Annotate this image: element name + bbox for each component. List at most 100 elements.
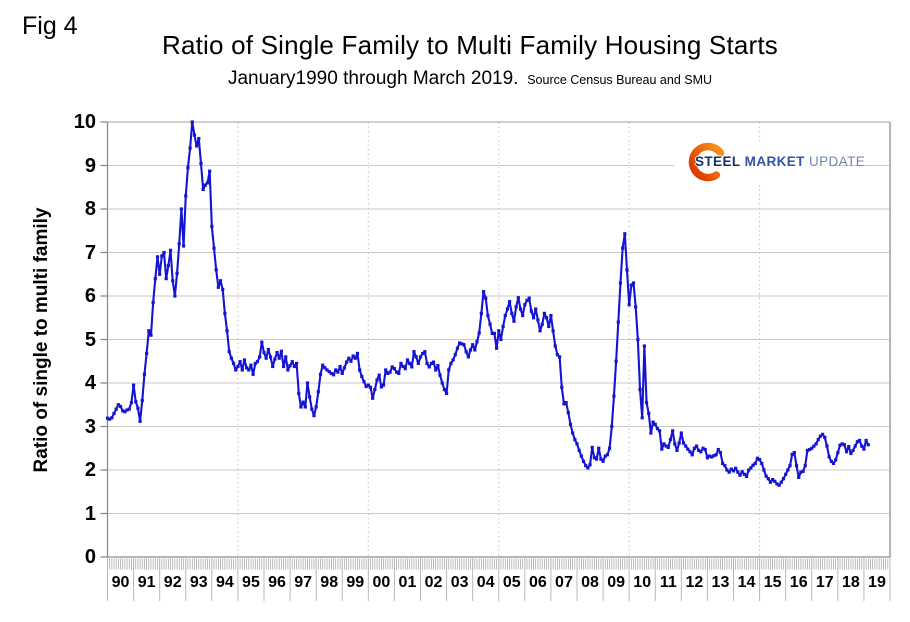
data-point-marker bbox=[216, 285, 220, 289]
data-point-marker bbox=[516, 296, 520, 300]
data-point-marker bbox=[529, 309, 533, 313]
data-point-marker bbox=[134, 400, 138, 404]
data-point-marker bbox=[610, 424, 614, 429]
data-point-marker bbox=[827, 455, 831, 459]
x-tick-label-93: 93 bbox=[189, 574, 208, 591]
data-point-marker bbox=[786, 468, 790, 472]
data-point-marker bbox=[327, 370, 331, 374]
data-point-marker bbox=[660, 447, 664, 451]
data-point-marker bbox=[201, 187, 205, 192]
x-tick-label-98: 98 bbox=[320, 574, 339, 591]
data-point-marker bbox=[242, 358, 247, 362]
data-point-marker bbox=[381, 383, 386, 387]
data-point-marker bbox=[649, 431, 653, 435]
data-point-marker bbox=[666, 445, 670, 449]
data-point-marker bbox=[797, 475, 801, 479]
data-point-marker bbox=[503, 313, 507, 318]
data-point-marker bbox=[525, 298, 529, 302]
y-tick-label-5: 5 bbox=[84, 328, 96, 351]
data-point-marker bbox=[542, 311, 546, 315]
data-point-marker bbox=[788, 464, 792, 468]
data-point-marker bbox=[497, 329, 501, 333]
data-point-marker bbox=[697, 448, 701, 453]
data-point-marker bbox=[455, 346, 460, 350]
data-point-marker bbox=[481, 290, 486, 294]
data-point-marker bbox=[658, 429, 662, 433]
data-point-marker bbox=[151, 300, 155, 305]
data-point-marker bbox=[586, 466, 590, 470]
data-point-marker bbox=[531, 316, 536, 320]
data-point-marker bbox=[749, 466, 753, 470]
data-point-marker bbox=[864, 438, 868, 443]
data-point-marker bbox=[690, 453, 694, 457]
x-tick-label-97: 97 bbox=[294, 574, 313, 591]
data-point-marker bbox=[771, 477, 775, 482]
data-point-marker bbox=[355, 351, 360, 356]
data-point-marker bbox=[231, 361, 236, 366]
data-point-marker bbox=[568, 422, 573, 426]
data-point-marker bbox=[784, 472, 788, 476]
data-point-marker bbox=[558, 355, 562, 359]
data-point-marker bbox=[484, 296, 488, 300]
data-point-marker bbox=[336, 370, 340, 374]
data-point-marker bbox=[279, 349, 283, 353]
data-point-marker bbox=[653, 422, 657, 426]
data-point-marker bbox=[755, 456, 760, 460]
data-point-marker bbox=[631, 281, 636, 285]
data-point-marker bbox=[694, 444, 699, 448]
data-point-marker bbox=[718, 451, 723, 455]
data-point-marker bbox=[168, 248, 173, 252]
data-point-marker bbox=[842, 443, 846, 447]
data-point-marker bbox=[181, 244, 186, 248]
data-point-marker bbox=[655, 427, 660, 431]
data-point-marker bbox=[405, 358, 410, 362]
data-point-marker bbox=[434, 368, 438, 372]
x-tick-label-91: 91 bbox=[137, 574, 156, 591]
data-point-marker bbox=[762, 468, 766, 472]
data-point-marker bbox=[840, 442, 844, 446]
data-point-marker bbox=[123, 410, 127, 414]
data-point-marker bbox=[131, 383, 136, 387]
data-point-marker bbox=[325, 368, 329, 372]
data-point-marker bbox=[299, 405, 303, 409]
logo-word-update: UPDATE bbox=[808, 154, 866, 169]
data-point-marker bbox=[234, 368, 238, 372]
data-point-marker bbox=[634, 305, 638, 309]
data-point-marker bbox=[825, 444, 829, 448]
data-point-marker bbox=[751, 463, 755, 467]
data-point-marker bbox=[538, 329, 542, 333]
data-point-marker bbox=[292, 364, 297, 369]
data-point-marker bbox=[392, 367, 397, 371]
data-point-marker bbox=[264, 356, 268, 360]
data-point-marker bbox=[862, 447, 866, 451]
data-point-marker bbox=[844, 450, 849, 454]
data-point-marker bbox=[629, 283, 633, 287]
data-point-marker bbox=[147, 329, 151, 333]
data-point-marker bbox=[799, 470, 803, 474]
data-point-marker bbox=[834, 458, 838, 462]
data-point-marker bbox=[214, 268, 218, 272]
data-point-marker bbox=[138, 419, 142, 423]
data-point-marker bbox=[829, 459, 833, 463]
data-point-marker bbox=[801, 469, 805, 473]
data-point-marker bbox=[442, 387, 447, 392]
data-point-marker bbox=[521, 313, 525, 318]
data-point-marker bbox=[703, 447, 707, 452]
data-point-marker bbox=[362, 380, 366, 384]
data-point-marker bbox=[675, 448, 679, 453]
data-point-marker bbox=[377, 373, 381, 377]
data-point-marker bbox=[736, 470, 740, 474]
data-point-marker bbox=[229, 356, 233, 360]
data-point-marker bbox=[160, 254, 164, 258]
x-tick-label-13: 13 bbox=[711, 574, 730, 591]
data-point-marker bbox=[412, 350, 416, 354]
data-point-marker bbox=[777, 483, 781, 487]
data-point-marker bbox=[814, 442, 818, 446]
data-point-marker bbox=[608, 446, 612, 450]
data-point-marker bbox=[353, 356, 357, 360]
data-point-marker bbox=[338, 364, 342, 369]
y-tick-label-9: 9 bbox=[84, 154, 96, 177]
data-point-marker bbox=[329, 371, 333, 376]
data-point-marker bbox=[342, 366, 347, 370]
data-point-marker bbox=[838, 443, 842, 447]
